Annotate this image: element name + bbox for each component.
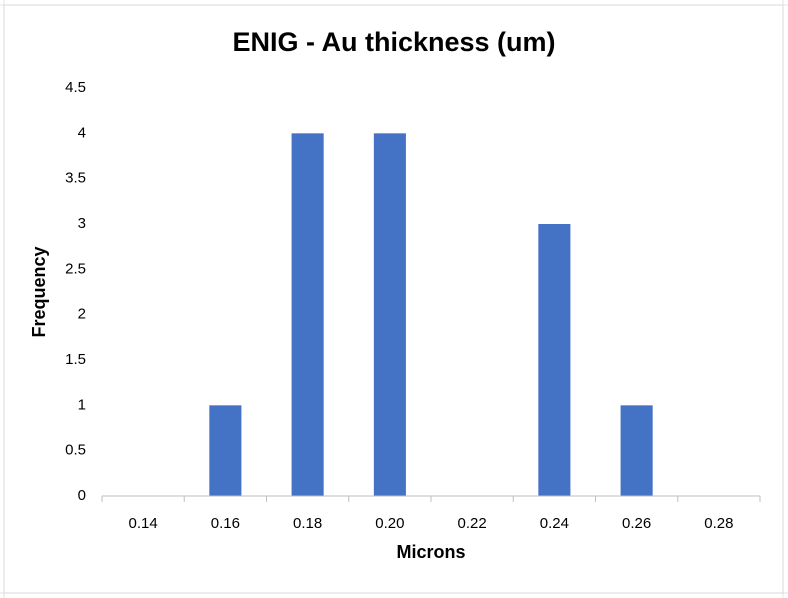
x-tick-label: 0.16 xyxy=(211,515,240,532)
x-axis-title: Microns xyxy=(396,542,465,562)
bar xyxy=(538,224,571,496)
x-tick-label: 0.26 xyxy=(622,515,651,532)
y-tick-label: 4.5 xyxy=(65,79,86,96)
x-tick-label: 0.24 xyxy=(540,515,569,532)
y-tick-label: 0.5 xyxy=(65,442,86,459)
x-tick-label: 0.20 xyxy=(375,515,404,532)
x-tick-label: 0.14 xyxy=(129,515,158,532)
bar xyxy=(291,133,324,497)
x-tick-label: 0.28 xyxy=(704,515,733,532)
y-tick-label: 2.5 xyxy=(65,260,86,277)
y-tick-label: 3.5 xyxy=(65,170,86,187)
x-tick-label: 0.22 xyxy=(458,515,487,532)
y-tick-label: 4 xyxy=(78,124,86,141)
y-tick-label: 0 xyxy=(78,487,86,504)
y-axis-title: Frequency xyxy=(29,246,49,337)
bar xyxy=(373,133,406,497)
chart-title: ENIG - Au thickness (um) xyxy=(232,27,555,57)
y-tick-label: 1.5 xyxy=(65,351,86,368)
y-tick-label: 2 xyxy=(78,306,86,323)
x-tick-label: 0.18 xyxy=(293,515,322,532)
bar xyxy=(209,405,242,496)
bar xyxy=(620,405,653,496)
y-tick-label: 1 xyxy=(78,396,86,413)
y-tick-label: 3 xyxy=(78,215,86,232)
